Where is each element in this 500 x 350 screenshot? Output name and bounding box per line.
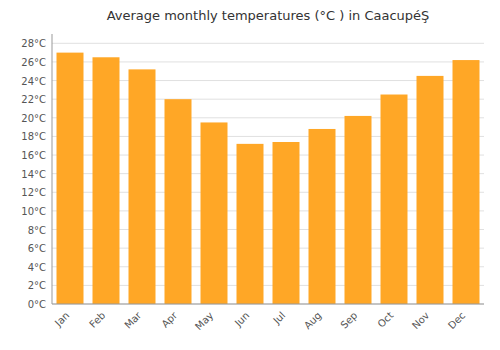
y-tick-label: 12°C [21, 187, 46, 198]
y-tick-label: 20°C [21, 113, 46, 124]
title: Average monthly temperatures (°C ) in Ca… [107, 8, 430, 23]
x-tick-label: Sep [338, 310, 359, 331]
grid [52, 43, 484, 304]
chart: Average monthly temperatures (°C ) in Ca… [0, 0, 500, 350]
y-tick-label: 22°C [21, 94, 46, 105]
x-tick-label: Jun [232, 310, 252, 330]
bar [93, 57, 120, 304]
y-tick-label: 2°C [28, 280, 46, 291]
y-axis-line [52, 34, 53, 304]
bar [273, 142, 300, 304]
y-tick-label: 10°C [21, 206, 46, 217]
bar [237, 144, 264, 304]
x-tick-label: Aug [302, 310, 324, 332]
bar [381, 95, 408, 304]
y-tick-label: 4°C [28, 262, 46, 273]
y-tick-label: 6°C [28, 243, 46, 254]
grid-line [52, 304, 484, 305]
y-tick-label: 24°C [21, 76, 46, 87]
x-tick-label: Apr [159, 309, 180, 330]
bar [345, 116, 372, 304]
y-tick-label: 8°C [28, 225, 46, 236]
bar [453, 60, 480, 304]
y-tick-label: 26°C [21, 57, 46, 68]
y-tick-label: 28°C [21, 38, 46, 49]
x-axis-line [52, 304, 484, 305]
bar [165, 99, 192, 304]
x-tick-label: Jul [270, 310, 287, 327]
x-tick-label: Feb [87, 310, 107, 330]
bar [201, 122, 228, 304]
y-tick-label: 14°C [21, 169, 46, 180]
x-tick-label: Dec [446, 310, 467, 331]
x-tick-label: Mar [122, 309, 144, 331]
y-tick-label: 18°C [21, 131, 46, 142]
bar [129, 69, 156, 304]
x-tick-label: Nov [410, 310, 432, 332]
bars [57, 53, 480, 304]
y-tick-label: 0°C [28, 299, 46, 310]
grid-line [52, 43, 484, 44]
x-tick-label: Jan [52, 310, 71, 329]
x-tick-label: May [193, 310, 215, 332]
bar [309, 129, 336, 304]
bar [417, 76, 444, 304]
bar [57, 53, 84, 304]
x-tick-label: Oct [375, 310, 395, 330]
y-tick-label: 16°C [21, 150, 46, 161]
